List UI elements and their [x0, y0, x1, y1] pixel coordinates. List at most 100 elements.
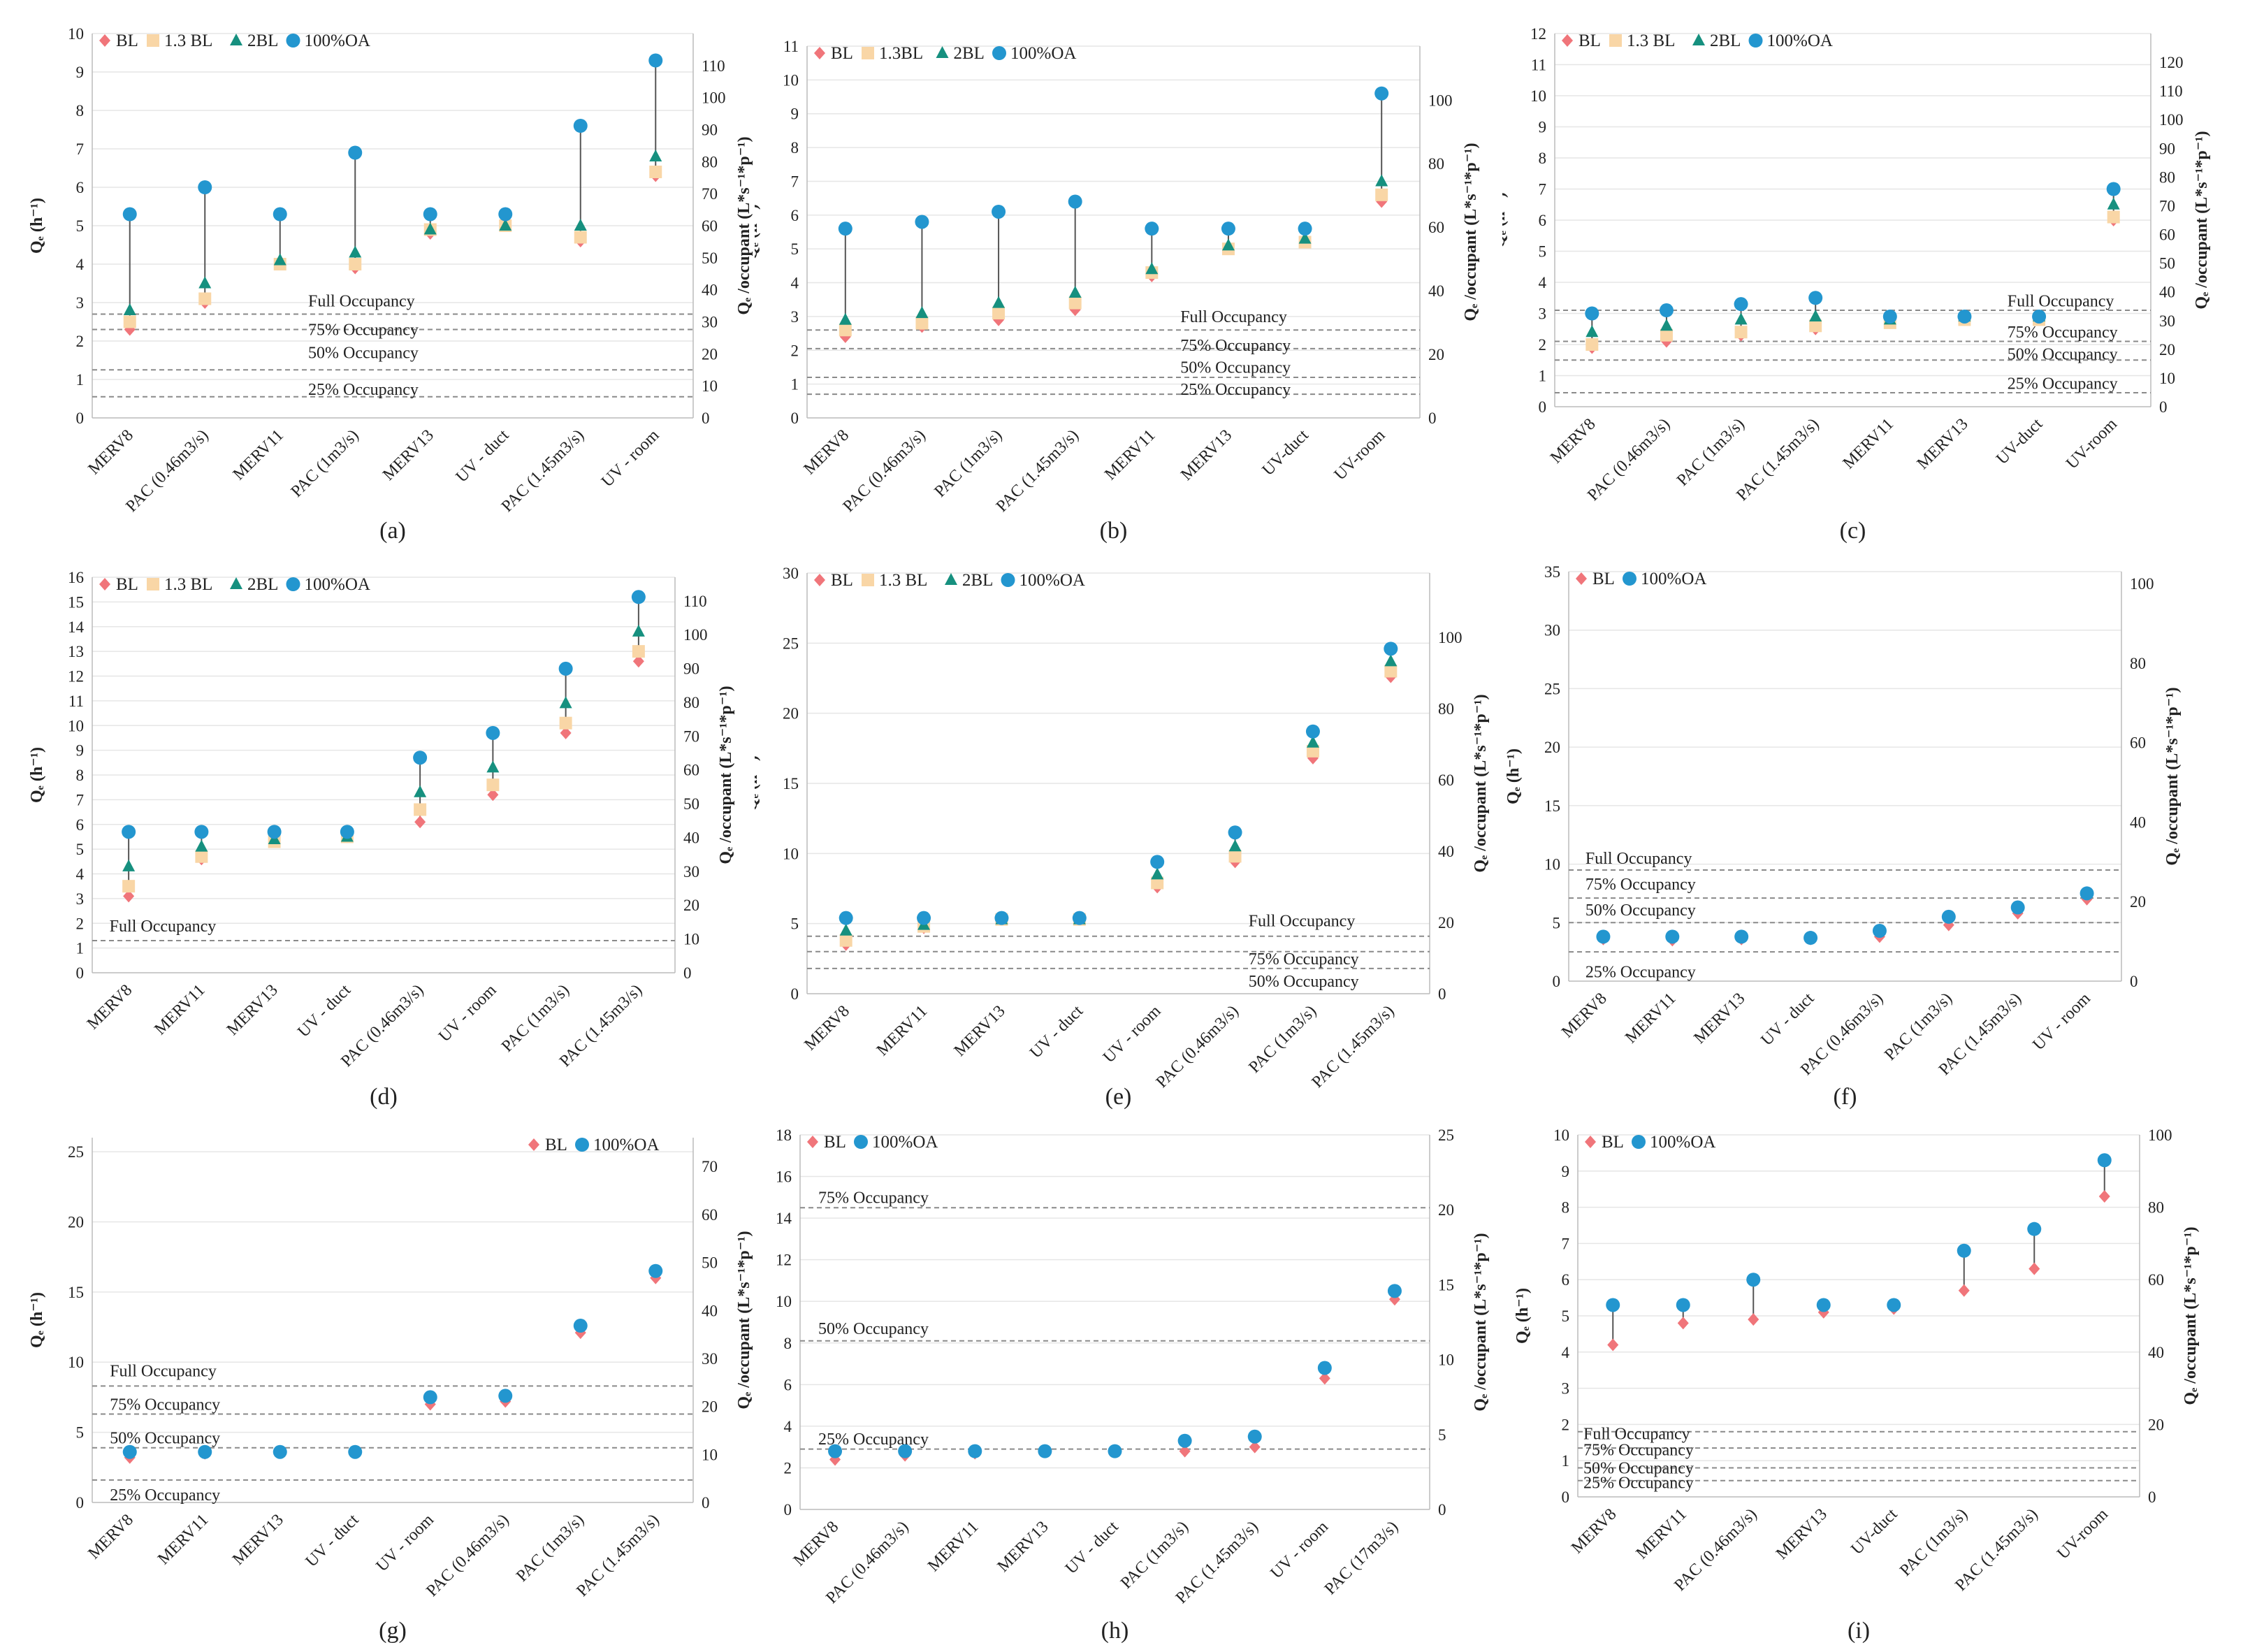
x-category-label: PAC (0.46m3/s) [840, 426, 929, 516]
data-point-2BL [414, 785, 427, 797]
data-point-OA [2097, 1153, 2112, 1168]
y-axis-title: Qₑ (h⁻¹) [1504, 748, 1523, 804]
x-category-label: MERV8 [85, 1511, 137, 1563]
y2-tick-label: 100 [2148, 1126, 2172, 1144]
x-category-label: MERV11 [924, 1518, 982, 1575]
y-tick-label: 13 [68, 643, 84, 660]
data-point-OA [340, 825, 354, 839]
y2-tick-label: 60 [702, 1206, 718, 1224]
data-point-1_3BL [122, 880, 136, 893]
data-point-1_3BL [839, 324, 852, 337]
y-tick-label: 9 [791, 106, 799, 123]
chart-panel-a: 0123456789100102030405060708090100110Ful… [28, 25, 753, 544]
threshold-label: 50% Occupancy [1583, 1460, 1694, 1478]
y-tick-label: 0 [76, 410, 85, 427]
data-point-OA [828, 1444, 843, 1458]
x-category-label: PAC (1m3/s) [931, 426, 1006, 501]
data-point-OA [1734, 929, 1749, 944]
data-point-BL [1179, 1444, 1191, 1458]
legend-marker [992, 46, 1006, 60]
y2-tick-label: 15 [1438, 1276, 1454, 1294]
x-category-label: PAC (1m3/s) [498, 981, 573, 1056]
y2-tick-label: 20 [2159, 341, 2175, 358]
y-tick-label: 10 [1553, 1126, 1569, 1144]
x-category-label: UV-duct [1259, 426, 1312, 479]
y-tick-label: 1 [76, 940, 85, 957]
data-point-BL [123, 890, 135, 903]
y2-tick-label: 60 [2159, 226, 2175, 244]
data-point-OA [1317, 1361, 1332, 1375]
y-tick-label: 0 [76, 964, 85, 982]
y-tick-label: 20 [783, 705, 799, 723]
data-point-OA [1108, 1444, 1122, 1458]
y2-tick-label: 30 [702, 314, 718, 331]
y-tick-label: 7 [76, 140, 85, 158]
legend-marker [814, 47, 825, 59]
y-tick-label: 3 [76, 890, 85, 908]
legend-label: 100%OA [1650, 1133, 1715, 1152]
y-tick-label: 16 [776, 1168, 792, 1186]
data-point-2BL [574, 219, 587, 231]
x-category-label: PAC (1m3/s) [288, 426, 363, 501]
data-point-OA [1957, 1243, 1971, 1258]
y-tick-label: 7 [791, 173, 799, 190]
x-category-label: MERV13 [951, 1002, 1009, 1060]
y2-tick-label: 110 [2159, 82, 2183, 100]
y2-tick-label: 5 [1438, 1426, 1446, 1444]
data-point-BL [1607, 1338, 1619, 1352]
data-point-BL [414, 816, 426, 829]
panel-label: (b) [1100, 518, 1128, 544]
legend-label: BL [116, 575, 138, 594]
data-point-OA [839, 911, 853, 925]
data-point-OA [423, 207, 437, 222]
x-category-label: MERV8 [801, 1002, 853, 1055]
x-category-label: MERV13 [379, 426, 437, 484]
y-tick-label: 0 [791, 985, 799, 1003]
x-category-label: PAC (1m3/s) [1674, 415, 1748, 490]
y2-tick-label: 80 [683, 694, 699, 711]
y2-tick-label: 40 [683, 829, 699, 846]
data-point-OA [423, 1390, 437, 1405]
data-point-2BL [198, 276, 212, 289]
y2-tick-label: 100 [1428, 92, 1453, 109]
y2-tick-label: 20 [683, 897, 699, 914]
y-axis-title: Qₑ (h⁻¹) [1502, 192, 1509, 248]
y2-tick-label: 0 [2130, 973, 2138, 990]
y2-tick-label: 110 [702, 57, 725, 75]
panel-label: (g) [379, 1618, 407, 1644]
y-axis-title: Qₑ (h⁻¹) [755, 204, 761, 260]
y-tick-label: 3 [76, 294, 85, 312]
threshold-label: 50% Occupancy [1180, 358, 1291, 377]
y2-tick-label: 80 [702, 153, 718, 171]
x-category-label: UV - room [372, 1511, 437, 1576]
y2-tick-label: 60 [702, 217, 718, 235]
y2-tick-label: 70 [702, 1158, 718, 1175]
x-category-label: MERV13 [229, 1511, 287, 1569]
data-point-OA [1247, 1429, 1262, 1444]
y-tick-label: 5 [791, 915, 799, 933]
y-tick-label: 0 [1553, 973, 1561, 990]
x-category-label: MERV11 [1101, 426, 1159, 484]
legend-label: 100%OA [1019, 571, 1085, 590]
y2-tick-label: 40 [1428, 282, 1444, 300]
data-point-OA [648, 1263, 663, 1278]
y-tick-label: 5 [76, 217, 85, 235]
legend-label: 100%OA [1767, 31, 1833, 50]
data-point-1_3BL [1306, 744, 1319, 758]
data-point-OA [2032, 309, 2047, 324]
x-category-label: UV - room [1268, 1518, 1333, 1583]
x-category-label: MERV11 [1840, 415, 1897, 472]
data-point-OA [838, 222, 852, 236]
data-point-OA [992, 204, 1006, 219]
threshold-label: Full Occupancy [2008, 293, 2114, 311]
data-point-OA [2106, 182, 2121, 196]
threshold-label: Full Occupancy [1585, 850, 1692, 868]
data-point-OA [2010, 900, 2025, 915]
y-axis-title: Qₑ (h⁻¹) [28, 1292, 46, 1348]
data-point-OA [917, 911, 931, 925]
y-tick-label: 0 [784, 1501, 792, 1519]
y-axis-title: Qₑ (h⁻¹) [28, 198, 46, 254]
x-category-label: MERV13 [994, 1518, 1052, 1576]
y2-tick-label: 90 [2159, 140, 2175, 157]
panel-label: (h) [1101, 1618, 1129, 1644]
